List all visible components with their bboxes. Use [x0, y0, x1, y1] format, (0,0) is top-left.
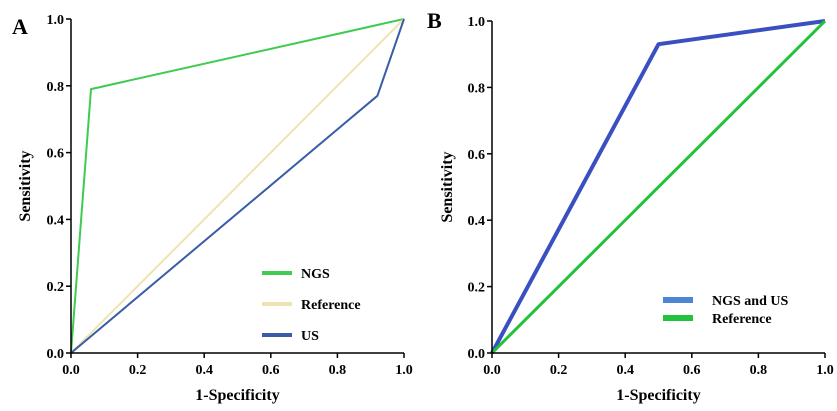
x-tick-label: 0.6: [262, 363, 280, 378]
series-line-reference: [70, 18, 405, 354]
y-tick-label: 0.8: [47, 80, 65, 95]
x-tick-label: 1.0: [816, 363, 834, 378]
series-line-reference: [490, 19, 827, 355]
y-tick-label: 0.8: [468, 81, 486, 96]
legend-label: Reference: [712, 312, 772, 327]
x-tick-label: 0.8: [329, 363, 347, 378]
x-tick-label: 0.2: [550, 363, 568, 378]
y-tick-label: 0.6: [468, 148, 486, 163]
legend-label: US: [301, 329, 319, 344]
x-tick-label: 0.6: [683, 363, 701, 378]
x-tick-label: 0.2: [129, 363, 147, 378]
series-line-ngs-and-us: [490, 19, 826, 354]
legend-label: NGS: [301, 267, 330, 282]
y-tick-label: 1.0: [468, 15, 486, 30]
y-axis-title: Sensitivity: [439, 151, 456, 222]
panel-letter: B: [427, 8, 442, 33]
x-tick-label: 0.8: [750, 363, 768, 378]
y-tick-label: 0.0: [47, 347, 65, 362]
y-tick-label: 0.0: [468, 347, 486, 362]
legend-label: Reference: [301, 298, 361, 313]
y-tick-label: 1.0: [47, 13, 65, 28]
x-axis-title: 1-Specificity: [616, 387, 700, 404]
series-line-ngs: [70, 18, 405, 354]
series-line-us: [70, 18, 405, 354]
panel-letter: A: [12, 14, 28, 39]
legend: NGS and US Reference: [663, 294, 788, 327]
chart-panel-b: B 0.0 0.2 0.4 0.6 0.8 1.0 0.0 0.2 0.4 0.6 0.8 1.0 1-S…: [427, 8, 834, 404]
y-tick-label: 0.2: [47, 280, 65, 295]
y-tick-label: 0.4: [47, 213, 65, 228]
x-tick-label: 0.0: [483, 363, 501, 378]
x-tick-label: 0.4: [195, 363, 213, 378]
x-tick-label: 0.0: [62, 363, 80, 378]
y-tick-label: 0.2: [468, 281, 486, 296]
x-axis-title: 1-Specificity: [195, 387, 279, 404]
y-tick-label: 0.4: [468, 214, 486, 229]
x-tick-label: 0.4: [616, 363, 634, 378]
y-axis-title: Sensitivity: [17, 150, 34, 221]
legend-label: NGS and US: [712, 294, 788, 309]
chart-panel-a: A 0.0 0.2 0.4 0.6 0.8 1.0 0.0 0.2 0.4 0.6 0.8 1.0 1-S…: [12, 13, 413, 404]
legend: NGS Reference US: [262, 267, 361, 344]
y-tick-label: 0.6: [47, 147, 65, 162]
x-tick-label: 1.0: [395, 363, 413, 378]
